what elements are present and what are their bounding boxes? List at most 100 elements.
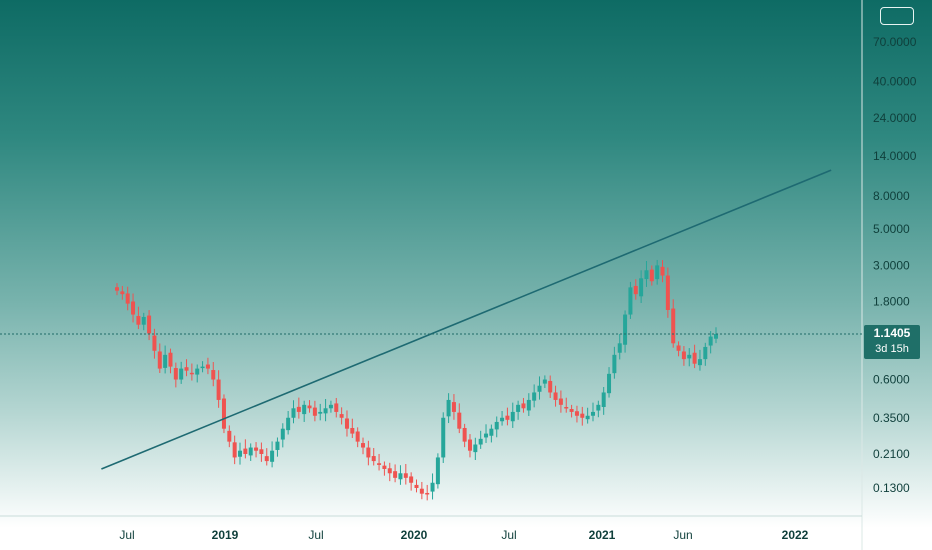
- candle-body: [692, 352, 697, 364]
- candle-body: [232, 442, 237, 458]
- candle-body: [607, 373, 612, 394]
- candle-body: [435, 457, 440, 485]
- candle-body: [409, 476, 414, 483]
- candle-body: [131, 301, 136, 315]
- time-tick-label: Jul: [501, 528, 516, 542]
- candle-body: [238, 450, 243, 457]
- time-tick-label: 2022: [782, 528, 809, 542]
- candle-body: [344, 418, 349, 429]
- candle-body: [205, 364, 210, 369]
- candle-body: [585, 415, 590, 420]
- candle-body: [697, 359, 702, 366]
- candle-body: [141, 316, 146, 325]
- candle-body: [676, 345, 681, 351]
- candle-body: [484, 433, 489, 438]
- time-tick-label: 2020: [401, 528, 428, 542]
- candle-body: [467, 439, 472, 451]
- candle-body: [548, 380, 553, 393]
- candle-body: [302, 404, 307, 415]
- candle-body: [558, 398, 563, 405]
- candle-body: [510, 411, 515, 422]
- candle-body: [323, 408, 328, 414]
- price-tick-label: 14.0000: [873, 149, 917, 163]
- scale-toggle-button[interactable]: [880, 7, 914, 25]
- price-tick-label: 8.0000: [873, 189, 910, 203]
- last-price-tag: 1.1405 3d 15h: [864, 324, 920, 359]
- candle-body: [671, 308, 676, 344]
- candle-body: [115, 287, 119, 291]
- price-axis[interactable]: 70.0000 40.0000 24.0000 14.0000 8.0000 5.0000…: [873, 35, 917, 495]
- candle-body: [596, 404, 601, 411]
- price-tick-label: 70.0000: [873, 35, 917, 49]
- candles-group: [115, 259, 718, 501]
- candle-body: [446, 399, 451, 417]
- candle-body: [623, 314, 628, 345]
- price-tick-label: 0.6000: [873, 373, 910, 387]
- candle-body: [221, 398, 226, 429]
- candle-body: [382, 465, 387, 469]
- candle-body: [639, 278, 644, 297]
- candle-body: [312, 407, 317, 416]
- candle-body: [296, 406, 301, 412]
- candle-body: [564, 406, 569, 409]
- candle-body: [521, 403, 526, 409]
- candle-body: [227, 430, 232, 442]
- time-tick-label: Jul: [119, 528, 134, 542]
- candle-body: [195, 368, 200, 375]
- candle-body: [644, 270, 649, 280]
- candle-body: [649, 269, 654, 282]
- candle-body: [655, 265, 660, 280]
- price-tick-label: 5.0000: [873, 222, 910, 236]
- candle-body: [173, 368, 178, 380]
- candle-body: [687, 354, 692, 359]
- candle-body: [617, 343, 622, 353]
- candle-body: [681, 351, 686, 360]
- candle-body: [473, 444, 478, 453]
- time-axis[interactable]: Jul 2019 Jul 2020 Jul 2021 Jun 2022: [119, 528, 808, 542]
- price-tick-label: 0.1300: [873, 481, 910, 495]
- time-tick-label: 2021: [589, 528, 616, 542]
- candle-body: [590, 411, 595, 416]
- candle-body: [425, 492, 430, 495]
- candle-body: [248, 447, 253, 456]
- candle-body: [526, 399, 531, 411]
- candle-body: [136, 315, 141, 325]
- candle-body: [270, 450, 275, 462]
- candle-body: [574, 411, 579, 416]
- candle-body: [350, 427, 355, 434]
- price-tick-label: 24.0000: [873, 111, 917, 125]
- candle-body: [339, 414, 344, 418]
- candle-body: [419, 488, 424, 494]
- candle-body: [633, 285, 638, 295]
- candle-body: [125, 293, 130, 304]
- candle-body: [211, 370, 216, 380]
- time-tick-label: Jun: [673, 528, 692, 542]
- candle-body: [714, 334, 718, 339]
- candle-countdown: 3d 15h: [875, 342, 909, 355]
- last-price-value: 1.1405: [873, 325, 911, 340]
- price-tick-label: 1.8000: [873, 295, 910, 309]
- candle-body: [532, 392, 537, 401]
- candle-body: [441, 417, 446, 458]
- candle-body: [542, 379, 547, 384]
- price-tick-label: 3.0000: [873, 258, 910, 272]
- candle-body: [243, 448, 248, 454]
- candle-body: [601, 392, 606, 407]
- candle-body: [457, 412, 462, 429]
- candle-body: [569, 409, 574, 412]
- trendline[interactable]: [101, 169, 832, 470]
- candle-body: [537, 385, 542, 392]
- candle-body: [216, 379, 221, 400]
- candle-body: [708, 336, 713, 346]
- candle-body: [361, 443, 366, 448]
- candle-body: [489, 428, 494, 436]
- price-tick-label: 0.3500: [873, 411, 910, 425]
- candle-body: [478, 438, 483, 445]
- candle-body: [505, 415, 510, 420]
- candle-body: [430, 482, 435, 492]
- candle-body: [189, 372, 194, 375]
- candle-body: [179, 368, 184, 380]
- price-tick-label: 40.0000: [873, 75, 917, 89]
